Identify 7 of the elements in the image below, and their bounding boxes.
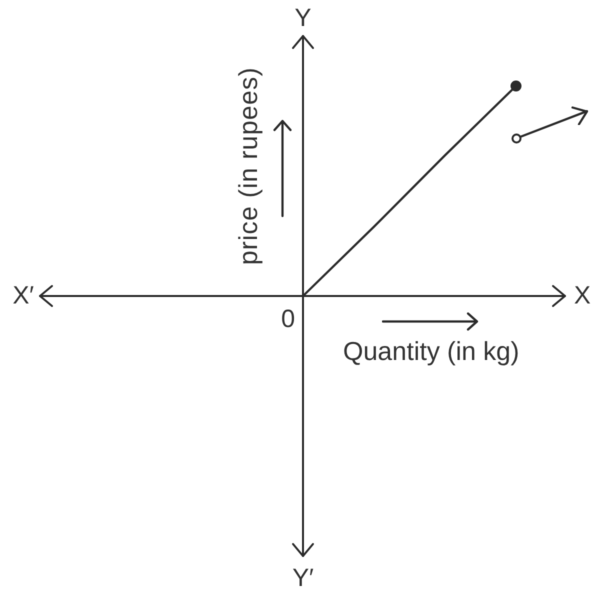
y-axis-title: price (in rupees)	[233, 66, 263, 266]
x-axis-title: Quantity (in kg)	[343, 336, 520, 366]
text: Y′	[292, 564, 314, 592]
text: X′	[12, 282, 34, 310]
text: Y	[294, 4, 312, 32]
text: 0	[281, 305, 295, 333]
annotation: X	[574, 282, 591, 310]
